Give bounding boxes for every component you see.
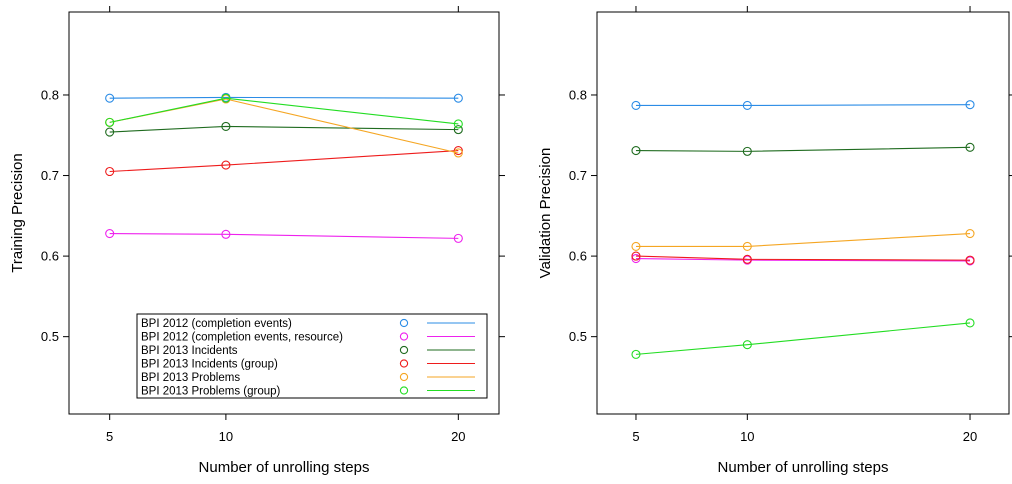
data-point xyxy=(105,166,115,177)
y-tick-label: 0.8 xyxy=(569,87,587,102)
plot-frame xyxy=(596,11,1010,415)
data-point xyxy=(453,148,463,158)
y-tick-label: 0.7 xyxy=(41,168,59,183)
x-tick-label: 5 xyxy=(632,429,639,444)
data-point xyxy=(965,318,975,328)
series-line xyxy=(635,322,971,355)
data-point xyxy=(453,146,463,156)
x-axis-title: Number of unrolling steps xyxy=(718,459,889,476)
legend-label: BPI 2013 Problems (group) xyxy=(141,386,281,398)
data-point xyxy=(631,253,641,264)
series-line xyxy=(635,257,971,262)
data-point xyxy=(742,241,752,251)
series-line xyxy=(109,98,459,154)
series-line xyxy=(635,255,971,261)
data-point xyxy=(221,93,231,103)
data-point xyxy=(631,146,641,156)
y-tick-label: 0.6 xyxy=(569,249,587,264)
legend-label: BPI 2013 Incidents (group) xyxy=(141,359,278,371)
legend-label: BPI 2012 (completion events, resource) xyxy=(141,332,343,344)
data-point xyxy=(965,228,975,239)
panel-left: 5 10 20 0.5 0.6 0.7 0.8 Number of unrolling ste… xyxy=(9,6,505,476)
data-point xyxy=(221,229,231,239)
data-point xyxy=(221,160,231,170)
legend-label: BPI 2013 Incidents xyxy=(141,345,238,357)
x-axis-title: Number of unrolling steps xyxy=(199,459,370,476)
y-axis-title: Validation Precision xyxy=(537,148,554,279)
y-tick-label: 0.6 xyxy=(41,249,59,264)
legend-label: BPI 2012 (completion events) xyxy=(141,318,292,330)
y-tick-label: 0.8 xyxy=(41,87,59,102)
data-point xyxy=(453,125,463,135)
x-tick-label: 20 xyxy=(451,429,465,444)
y-axis-title: Training Precision xyxy=(9,153,26,273)
legend-marker xyxy=(399,318,409,328)
legend-marker xyxy=(399,359,409,368)
data-point xyxy=(631,349,641,359)
legend: BPI 2012 (completion events) BPI 2012 (co… xyxy=(136,313,488,399)
series-line xyxy=(635,104,971,107)
data-point xyxy=(221,121,231,131)
x-tick-label: 10 xyxy=(740,429,754,444)
series-line xyxy=(109,125,459,133)
legend-box xyxy=(136,313,488,399)
data-point xyxy=(105,228,115,239)
data-point xyxy=(105,117,115,127)
data-point xyxy=(105,93,115,103)
legend-marker xyxy=(399,372,409,382)
series-line xyxy=(109,150,459,173)
series-line xyxy=(635,146,971,152)
legend-marker xyxy=(399,332,409,341)
panel-right: 5 10 20 0.5 0.6 0.7 0.8 Number of unrolling ste… xyxy=(537,6,1012,476)
plot-frame xyxy=(68,11,500,415)
data-point xyxy=(631,100,641,111)
y-tick-label: 0.5 xyxy=(569,329,587,344)
data-point xyxy=(965,255,975,265)
series-line xyxy=(109,97,459,125)
data-point xyxy=(742,100,752,111)
data-point xyxy=(742,146,752,156)
data-point xyxy=(453,119,463,129)
data-point xyxy=(631,251,641,261)
data-point xyxy=(742,340,752,350)
data-point xyxy=(105,127,115,137)
data-point xyxy=(965,100,975,110)
x-tick-label: 10 xyxy=(219,429,233,444)
y-tick-label: 0.5 xyxy=(41,329,59,344)
data-point xyxy=(742,254,752,264)
data-point xyxy=(631,241,641,251)
y-tick-label: 0.7 xyxy=(569,168,587,183)
legend-marker xyxy=(399,345,409,355)
data-point xyxy=(453,93,463,103)
legend-marker xyxy=(399,386,409,395)
data-point xyxy=(965,142,975,152)
series-line xyxy=(635,232,971,247)
series-line xyxy=(109,232,459,239)
x-tick-label: 20 xyxy=(963,429,977,444)
data-point xyxy=(453,233,463,243)
legend-label: BPI 2013 Problems xyxy=(141,372,240,384)
series-line xyxy=(109,96,459,99)
x-tick-label: 5 xyxy=(106,429,113,444)
